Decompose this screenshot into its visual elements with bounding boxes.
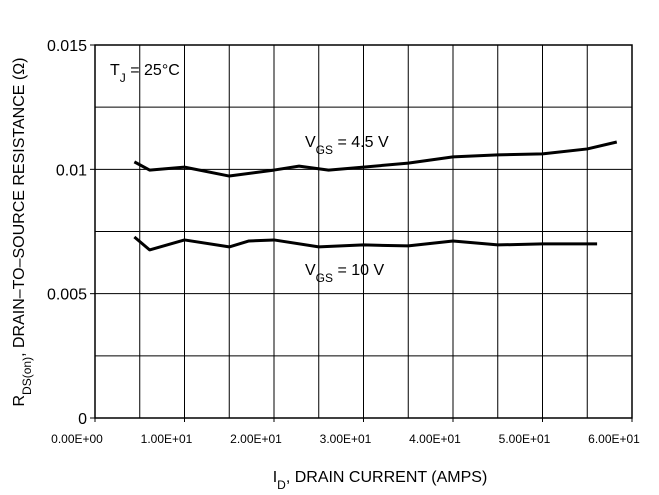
x-tick-label: 5.00E+01 xyxy=(499,432,551,446)
x-tick-label: 3.00E+01 xyxy=(320,432,372,446)
annotation-rest: = 25°C xyxy=(126,62,180,79)
x-tick-label: 4.00E+01 xyxy=(409,432,461,446)
x-tick-label: 0.00E+00 xyxy=(51,432,103,446)
x-axis-label-main: I xyxy=(273,469,277,486)
y-axis-label-main: R xyxy=(11,395,28,407)
y-axis-label-sub: DS(on) xyxy=(20,357,34,395)
annotation: TJ = 25°C xyxy=(110,62,180,85)
y-axis-label: RDS(on), DRAIN–TO–SOURCE RESISTANCE (Ω) xyxy=(11,58,34,407)
y-axis-label-rest: , DRAIN–TO–SOURCE RESISTANCE (Ω) xyxy=(11,58,28,357)
series-line xyxy=(133,235,598,252)
x-axis-label-sub: D xyxy=(277,478,286,492)
x-axis-label: ID, DRAIN CURRENT (AMPS) xyxy=(273,469,488,492)
y-tick-label: 0.005 xyxy=(47,287,87,304)
annotation-sub: J xyxy=(120,71,126,85)
x-tick-label: 2.00E+01 xyxy=(230,432,282,446)
series-label: VGS = 4.5 V xyxy=(305,134,389,157)
series-label-sub: GS xyxy=(316,143,333,157)
y-tick-label: 0.01 xyxy=(56,162,87,179)
series-label-main: V xyxy=(305,134,316,151)
annotation-main: T xyxy=(110,62,120,79)
series-label-main: V xyxy=(305,262,316,279)
y-tick-label: 0 xyxy=(78,411,87,428)
series-label-rest: = 4.5 V xyxy=(333,134,389,151)
series-label-sub: GS xyxy=(316,271,333,285)
series-label: VGS = 10 V xyxy=(305,262,384,285)
y-tick-label: 0.015 xyxy=(47,38,87,55)
x-axis-label-rest: , DRAIN CURRENT (AMPS) xyxy=(286,469,488,486)
series-label-rest: = 10 V xyxy=(333,262,384,279)
x-tick-label: 1.00E+01 xyxy=(141,432,193,446)
series-line xyxy=(133,140,618,178)
x-tick-label: 6.00E+01 xyxy=(588,432,640,446)
